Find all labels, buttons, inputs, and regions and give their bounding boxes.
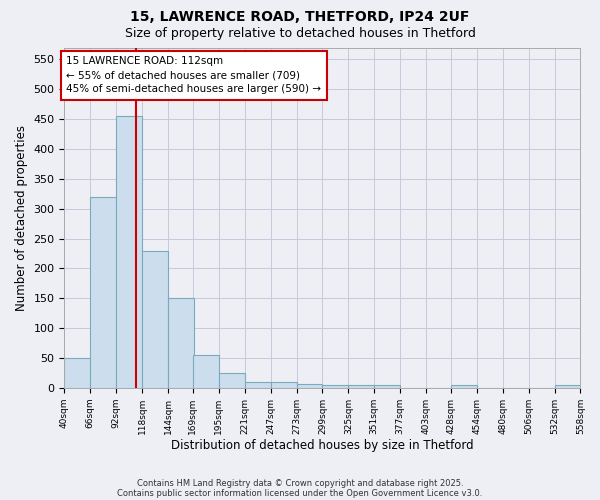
Bar [451, 386, 477, 388]
Text: Size of property relative to detached houses in Thetford: Size of property relative to detached ho… [125, 28, 475, 40]
Bar [116, 116, 142, 388]
Bar [64, 358, 91, 388]
Text: 15, LAWRENCE ROAD, THETFORD, IP24 2UF: 15, LAWRENCE ROAD, THETFORD, IP24 2UF [130, 10, 470, 24]
Bar [349, 386, 374, 388]
Bar [296, 384, 322, 388]
Bar [554, 385, 581, 388]
Text: Contains public sector information licensed under the Open Government Licence v3: Contains public sector information licen… [118, 488, 482, 498]
Bar [322, 385, 349, 388]
Bar [91, 197, 116, 388]
Y-axis label: Number of detached properties: Number of detached properties [15, 124, 28, 310]
Bar [168, 298, 194, 388]
Bar [245, 382, 271, 388]
Bar [219, 373, 245, 388]
Bar [193, 355, 219, 388]
Bar [374, 385, 400, 388]
Bar [271, 382, 296, 388]
Text: 15 LAWRENCE ROAD: 112sqm
← 55% of detached houses are smaller (709)
45% of semi-: 15 LAWRENCE ROAD: 112sqm ← 55% of detach… [67, 56, 322, 94]
Bar [142, 250, 168, 388]
Text: Contains HM Land Registry data © Crown copyright and database right 2025.: Contains HM Land Registry data © Crown c… [137, 478, 463, 488]
X-axis label: Distribution of detached houses by size in Thetford: Distribution of detached houses by size … [171, 440, 474, 452]
